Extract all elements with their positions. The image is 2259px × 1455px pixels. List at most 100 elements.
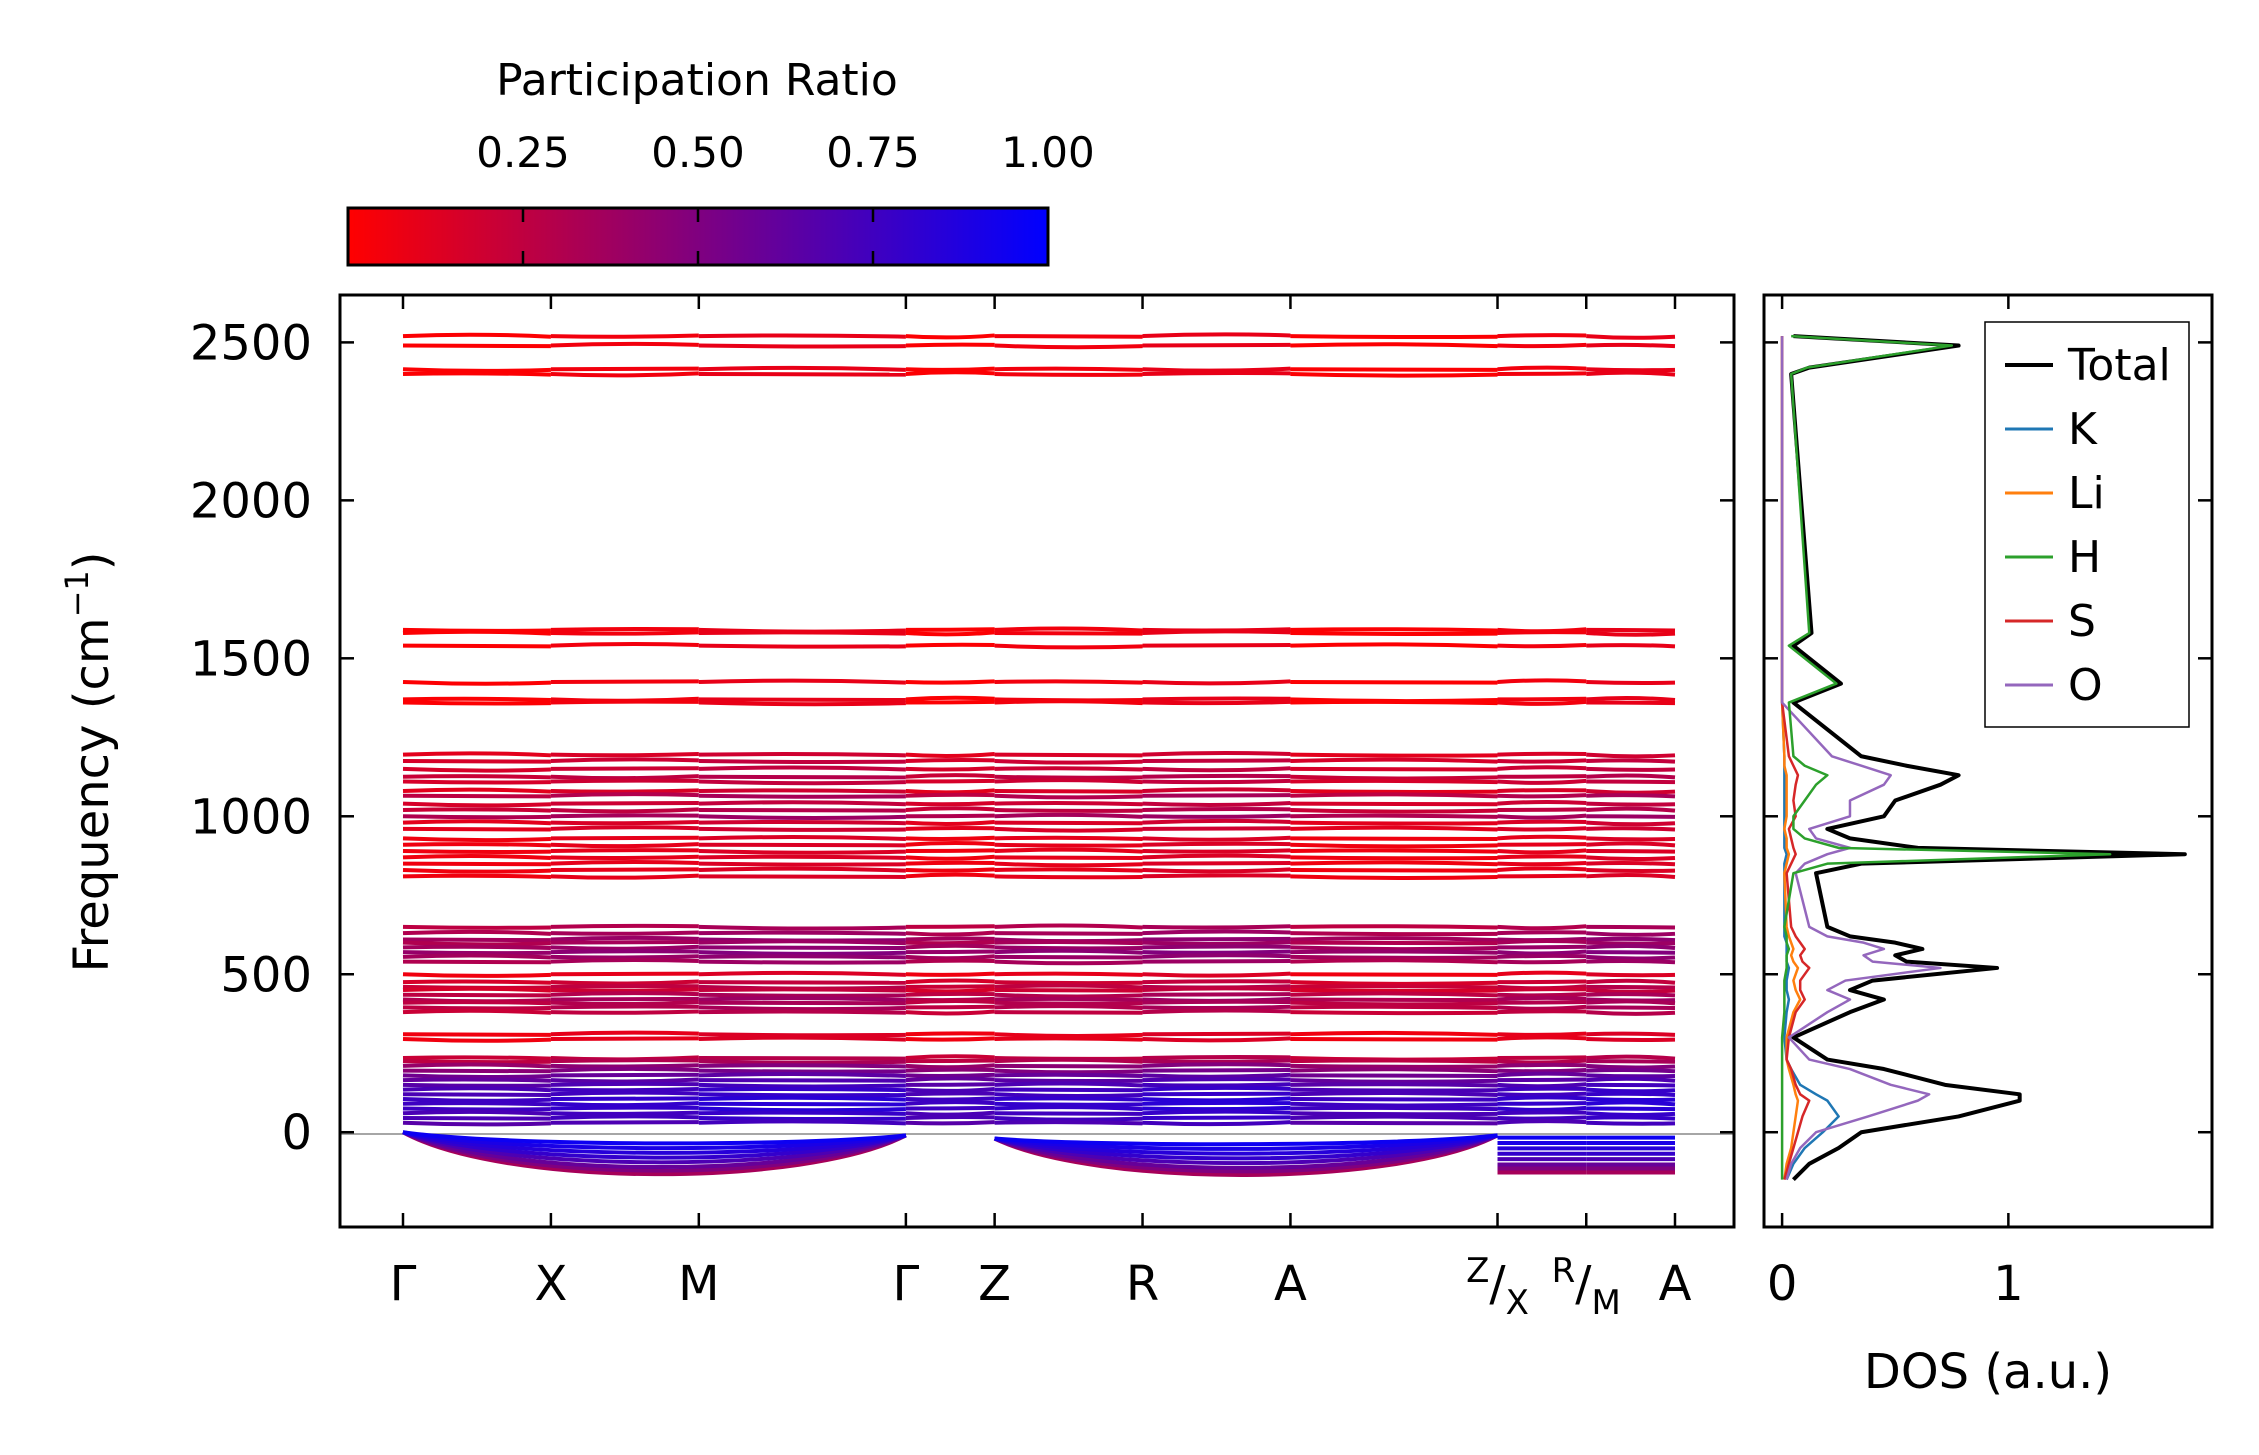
band-axes-frame [338, 293, 1736, 1229]
phonon-band [1586, 1063, 1676, 1070]
phonon-band [1586, 370, 1676, 377]
phonon-band [550, 642, 699, 648]
phonon-band [550, 1066, 699, 1073]
phonon-band [402, 1120, 551, 1127]
phonon-band [905, 642, 995, 648]
phonon-band [905, 819, 995, 826]
phonon-band [1290, 836, 1498, 842]
phonon-band [698, 807, 906, 813]
phonon-band [402, 1092, 551, 1097]
phonon-band [1586, 1115, 1676, 1121]
phonon-band [1142, 1105, 1291, 1112]
phonon-band [994, 835, 1143, 842]
phonon-band [698, 765, 906, 772]
phonon-band [1290, 807, 1498, 814]
phonon-band [402, 950, 551, 956]
phonon-band [402, 944, 551, 951]
phonon-band [550, 987, 699, 993]
phonon-band [905, 940, 995, 946]
k-point-label: Γ [390, 1256, 417, 1312]
phonon-band [1497, 938, 1587, 945]
k-point-label: Γ [893, 1256, 920, 1312]
phonon-band [698, 1082, 906, 1089]
phonon-band [550, 752, 699, 758]
phonon-band [1290, 813, 1498, 819]
phonon-band [698, 1119, 906, 1126]
phonon-band [1586, 1059, 1676, 1064]
phonon-band [698, 1101, 906, 1107]
phonon-band [905, 1082, 995, 1087]
phonon-band [1290, 958, 1498, 965]
phonon-band [1497, 826, 1587, 832]
phonon-band [905, 930, 995, 937]
phonon-band [994, 343, 1143, 350]
phonon-band [402, 873, 551, 879]
phonon-band [994, 1092, 1143, 1098]
phonon-band [905, 949, 995, 955]
phonon-band [1497, 793, 1587, 799]
phonon-band [550, 1086, 699, 1093]
phonon-band [1290, 801, 1498, 807]
imaginary-phonon-band [402, 1130, 907, 1170]
phonon-band [1497, 788, 1587, 794]
phonon-band [550, 1101, 699, 1108]
phonon-band [550, 1105, 699, 1111]
phonon-band [1586, 849, 1676, 854]
phonon-band [905, 987, 995, 994]
phonon-band [994, 1057, 1143, 1064]
phonon-band [994, 752, 1143, 758]
phonon-band [402, 801, 551, 808]
phonon-band [1142, 1077, 1291, 1083]
phonon-band [905, 1086, 995, 1093]
phonon-band [698, 1092, 906, 1098]
phonon-band [1290, 867, 1498, 873]
k-point-label: R/M [1552, 1251, 1621, 1323]
phonon-band [550, 333, 699, 339]
phonon-band [1142, 801, 1291, 808]
phonon-band [550, 1036, 699, 1042]
phonon-band [1497, 1086, 1587, 1092]
phonon-band [1586, 826, 1676, 832]
phonon-band [994, 1000, 1143, 1006]
phonon-band [550, 944, 699, 951]
y-tick-label: 1500 [190, 631, 312, 687]
phonon-band [402, 1059, 551, 1065]
phonon-band [994, 996, 1143, 1003]
phonon-band [1586, 758, 1676, 764]
phonon-band [905, 841, 995, 847]
phonon-band [550, 1058, 699, 1064]
phonon-band [1586, 940, 1676, 946]
phonon-band [698, 945, 906, 951]
phonon-band [1142, 371, 1291, 376]
phonon-band [1142, 1062, 1291, 1068]
phonon-band [905, 825, 995, 831]
phonon-band [1142, 1091, 1291, 1097]
phonon-band [1586, 1100, 1676, 1107]
phonon-band [402, 793, 551, 799]
phonon-band [905, 1009, 995, 1016]
phonon-band [1497, 699, 1587, 706]
band-structure-panel: 0 500 1000 1500 2000 2500 Γ X M Γ Z R A Z/X R/M A Freq… [58, 293, 1736, 1323]
phonon-band [1497, 949, 1587, 956]
imaginary-phonon-band [402, 1130, 907, 1160]
phonon-band [994, 366, 1143, 372]
phonon-band [1142, 629, 1291, 636]
phonon-band [550, 949, 699, 955]
phonon-band [1586, 978, 1676, 985]
phonon-band [402, 1073, 551, 1080]
phonon-band [1142, 953, 1291, 959]
phonon-band [1497, 1115, 1587, 1121]
phonon-band [1142, 813, 1291, 819]
phonon-band [550, 1004, 699, 1010]
dos-series-o [1780, 336, 1942, 1180]
phonon-band [905, 778, 995, 784]
phonon-band [1290, 789, 1498, 794]
phonon-band [402, 343, 551, 349]
phonon-band [905, 342, 995, 348]
phonon-band [698, 1110, 906, 1116]
phonon-band [1142, 1058, 1291, 1064]
phonon-band [1142, 835, 1291, 842]
colorbar: Participation Ratio 0.25 0.50 0.75 1.00 [346, 55, 1095, 267]
phonon-band [905, 984, 995, 989]
phonon-band [402, 814, 551, 820]
